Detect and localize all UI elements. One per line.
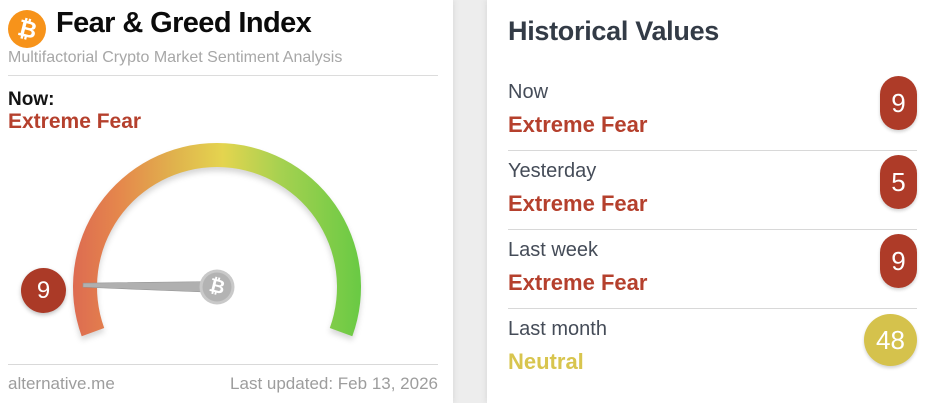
history-score-badge: 5 (880, 155, 917, 209)
history-classification: Extreme Fear (508, 112, 648, 137)
now-label: Now: (8, 89, 55, 110)
gauge-arc (72, 143, 362, 337)
page-subtitle: Multifactorial Crypto Market Sentiment A… (8, 49, 343, 66)
history-score-badge: 9 (880, 76, 917, 130)
history-row-yesterday: Yesterday Extreme Fear 5 (508, 151, 917, 230)
bitcoin-logo-icon: ₿ (8, 10, 46, 48)
historical-card: Historical Values Now Extreme Fear 9 Yes… (487, 0, 937, 403)
history-row-last-week: Last week Extreme Fear 9 (508, 230, 917, 309)
history-classification: Neutral (508, 349, 584, 374)
history-classification: Extreme Fear (508, 270, 648, 295)
history-period: Last month (508, 318, 607, 340)
site-link[interactable]: alternative.me (8, 374, 115, 393)
history-period: Now (508, 81, 549, 103)
gauge-needle (82, 281, 218, 293)
last-updated-text: Last updated: Feb 13, 2026 (230, 374, 438, 393)
header-divider (8, 75, 438, 76)
footer-divider (8, 364, 438, 365)
history-period: Last week (508, 239, 599, 261)
gauge-chart: ₿ (72, 143, 362, 337)
history-period: Yesterday (508, 160, 597, 182)
gauge-value-badge: 9 (21, 268, 66, 313)
historical-title: Historical Values (508, 16, 720, 46)
now-status: Extreme Fear (8, 110, 142, 133)
gauge-card: ₿ Fear & Greed Index Multifactorial Cryp… (0, 0, 453, 403)
gauge-pivot-inner (202, 272, 232, 302)
history-score-badge: 48 (864, 314, 917, 366)
history-score-badge: 9 (880, 234, 917, 288)
historical-rows: Now Extreme Fear 9 Yesterday Extreme Fea… (508, 72, 917, 387)
page-title: Fear & Greed Index (56, 7, 312, 39)
history-classification: Extreme Fear (508, 191, 648, 216)
bitcoin-pivot-icon: ₿ (207, 275, 227, 299)
history-row-now: Now Extreme Fear 9 (508, 72, 917, 151)
history-row-last-month: Last month Neutral 48 (508, 309, 917, 387)
